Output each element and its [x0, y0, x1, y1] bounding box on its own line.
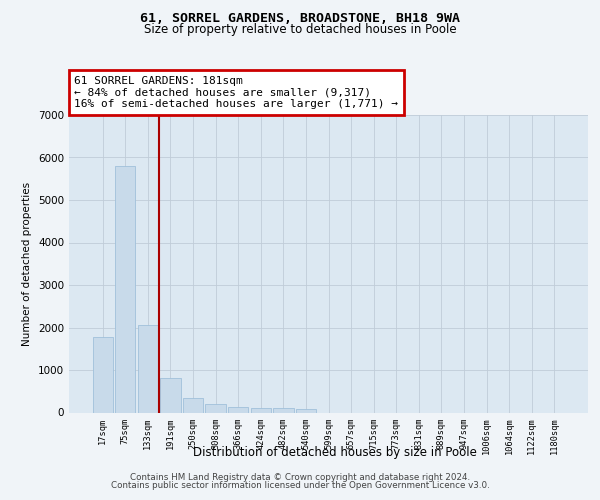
- Bar: [92, 337, 113, 412]
- Y-axis label: Number of detached properties: Number of detached properties: [22, 182, 32, 346]
- Bar: [273, 408, 293, 412]
- Text: Size of property relative to detached houses in Poole: Size of property relative to detached ho…: [143, 24, 457, 36]
- Text: 61 SORREL GARDENS: 181sqm
← 84% of detached houses are smaller (9,317)
16% of se: 61 SORREL GARDENS: 181sqm ← 84% of detac…: [74, 76, 398, 109]
- Text: 61, SORREL GARDENS, BROADSTONE, BH18 9WA: 61, SORREL GARDENS, BROADSTONE, BH18 9WA: [140, 12, 460, 26]
- Bar: [183, 398, 203, 412]
- Text: Distribution of detached houses by size in Poole: Distribution of detached houses by size …: [193, 446, 477, 459]
- Bar: [160, 378, 181, 412]
- Bar: [296, 409, 316, 412]
- Bar: [205, 404, 226, 412]
- Text: Contains public sector information licensed under the Open Government Licence v3: Contains public sector information licen…: [110, 481, 490, 490]
- Bar: [115, 166, 136, 412]
- Text: Contains HM Land Registry data © Crown copyright and database right 2024.: Contains HM Land Registry data © Crown c…: [130, 472, 470, 482]
- Bar: [228, 408, 248, 412]
- Bar: [138, 325, 158, 412]
- Bar: [251, 408, 271, 412]
